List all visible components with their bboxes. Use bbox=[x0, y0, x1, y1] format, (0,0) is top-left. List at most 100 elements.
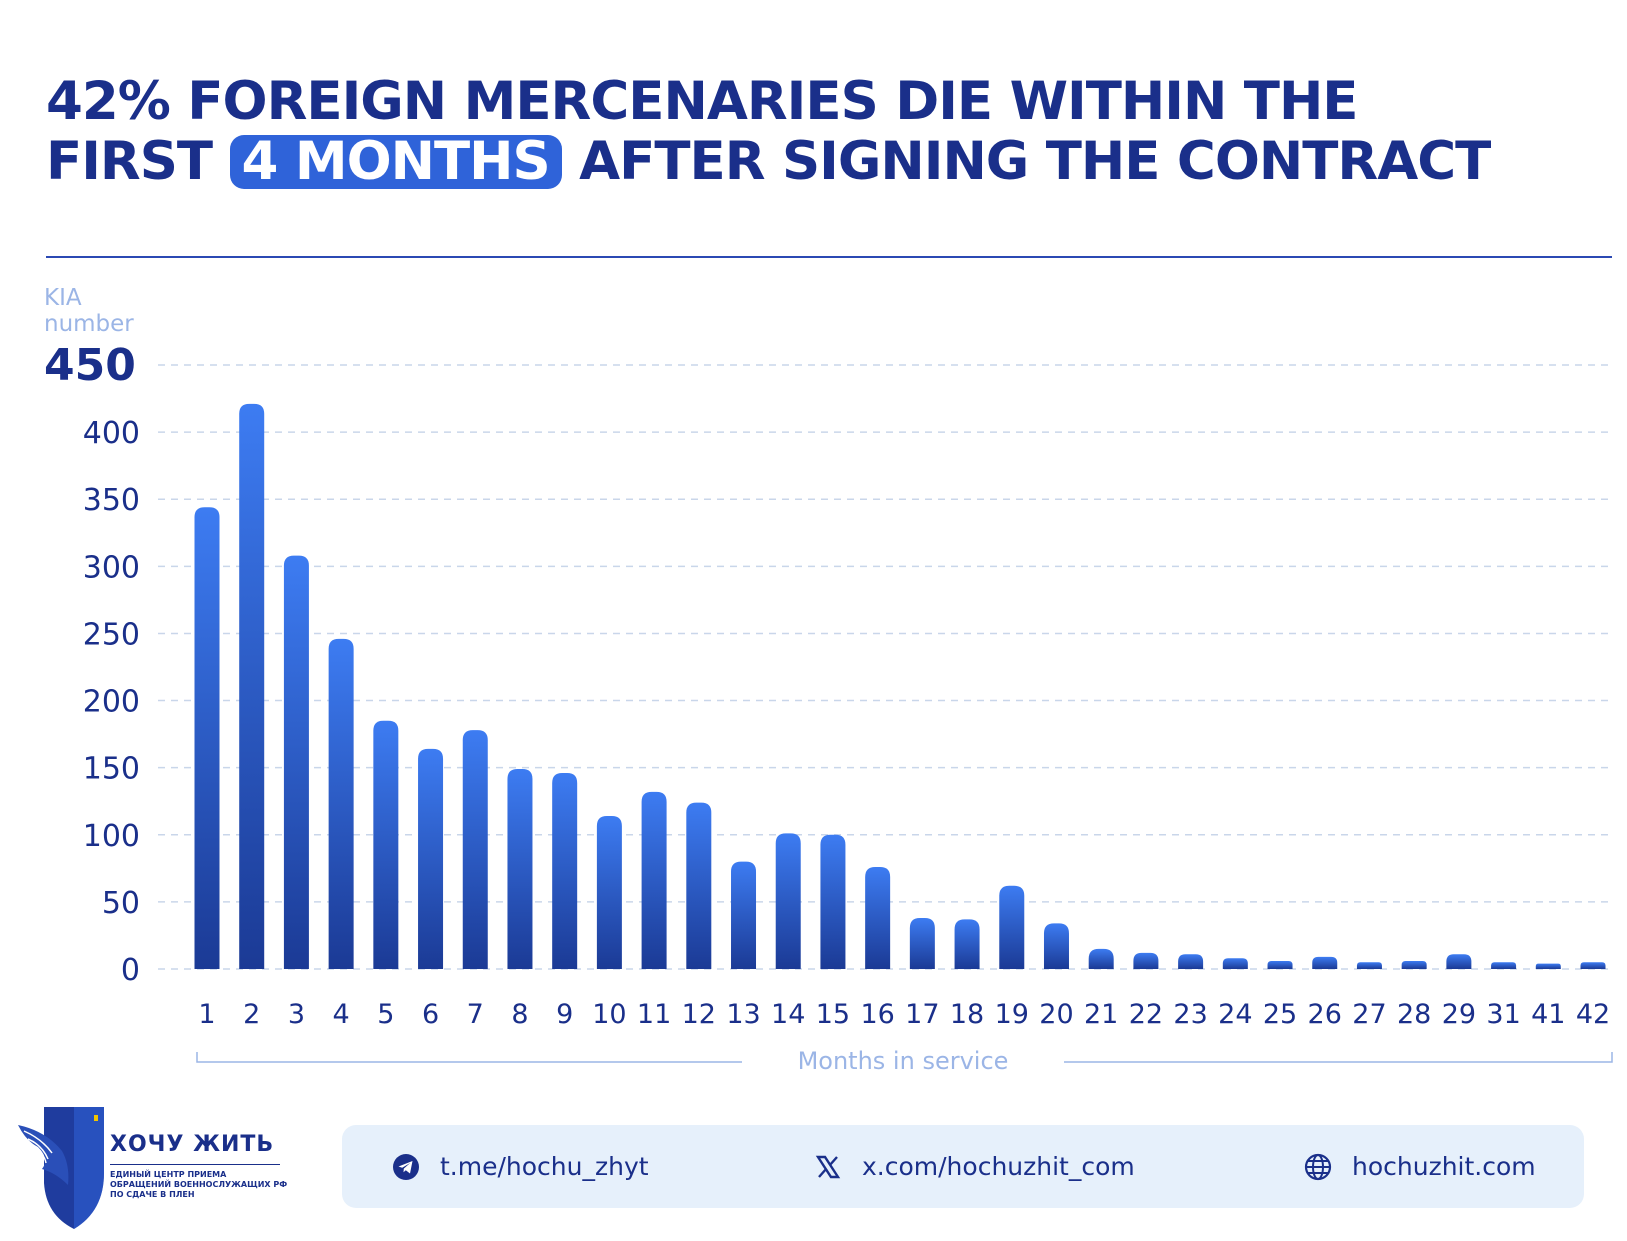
title-line-2-suffix: AFTER SIGNING THE CONTRACT bbox=[579, 131, 1491, 192]
x-tick-label: 42 bbox=[1576, 999, 1610, 1030]
website-link-text: hochuzhit.com bbox=[1352, 1152, 1536, 1181]
x-link[interactable]: x.com/hochuzhit_com bbox=[814, 1125, 1135, 1208]
x-tick-label: 15 bbox=[816, 999, 850, 1030]
telegram-link-text: t.me/hochu_zhyt bbox=[440, 1152, 649, 1181]
x-tick-label: 22 bbox=[1129, 999, 1163, 1030]
brand-logo bbox=[16, 1103, 108, 1237]
x-tick-label: 21 bbox=[1084, 999, 1118, 1030]
x-tick-label: 41 bbox=[1531, 999, 1565, 1030]
bar bbox=[1312, 956, 1338, 969]
x-tick-label: 29 bbox=[1442, 999, 1476, 1030]
telegram-link[interactable]: t.me/hochu_zhyt bbox=[392, 1125, 649, 1208]
x-tick-label: 31 bbox=[1486, 999, 1520, 1030]
x-tick-label: 28 bbox=[1397, 999, 1431, 1030]
title-divider bbox=[46, 256, 1612, 258]
brand-name: ХОЧУ ЖИТЬ bbox=[110, 1132, 275, 1157]
y-tick-label: 250 bbox=[83, 617, 140, 652]
y-tick-label: 350 bbox=[83, 483, 140, 518]
telegram-icon bbox=[393, 1153, 419, 1180]
x-tick-label: 11 bbox=[637, 999, 671, 1030]
y-axis-ticks: 0 50 100 150 200 250 300 350 400 450 bbox=[44, 340, 140, 988]
website-link[interactable]: hochuzhit.com bbox=[1304, 1125, 1536, 1208]
x-tick-label: 12 bbox=[682, 999, 716, 1030]
x-tick-label: 13 bbox=[726, 999, 760, 1030]
x-tick-label: 25 bbox=[1263, 999, 1297, 1030]
x-tick-label: 9 bbox=[556, 999, 573, 1030]
bar bbox=[999, 885, 1025, 969]
bar bbox=[596, 815, 622, 969]
x-tick-label: 3 bbox=[288, 999, 305, 1030]
bar bbox=[328, 638, 354, 969]
x-tick-label: 20 bbox=[1039, 999, 1073, 1030]
y-tick-label: 100 bbox=[83, 819, 140, 854]
x-axis-label: Months in service bbox=[798, 1047, 1009, 1075]
bar bbox=[820, 834, 846, 969]
y-tick-label: 50 bbox=[102, 886, 140, 921]
y-tick-label: 300 bbox=[83, 550, 140, 585]
bar bbox=[686, 802, 712, 969]
y-axis-label-line-1: KIA bbox=[44, 285, 82, 311]
title-highlight: 4 MONTHS bbox=[229, 135, 562, 189]
x-tick-label: 24 bbox=[1218, 999, 1252, 1030]
bar bbox=[194, 507, 220, 969]
y-tick-label: 200 bbox=[83, 685, 140, 720]
x-tick-label: 1 bbox=[198, 999, 215, 1030]
brand-divider bbox=[110, 1164, 280, 1165]
x-link-text: x.com/hochuzhit_com bbox=[862, 1152, 1135, 1181]
bar bbox=[1580, 962, 1606, 969]
y-tick-label: 150 bbox=[83, 752, 140, 787]
x-tick-label: 8 bbox=[511, 999, 528, 1030]
x-tick-label: 17 bbox=[905, 999, 939, 1030]
bar bbox=[909, 917, 935, 969]
x-tick-label: 10 bbox=[592, 999, 626, 1030]
x-tick-label: 26 bbox=[1308, 999, 1342, 1030]
x-tick-label: 7 bbox=[467, 999, 484, 1030]
bar bbox=[418, 748, 444, 969]
contact-links-bar: t.me/hochu_zhyt x.com/hochuzhit_com hoch… bbox=[342, 1125, 1584, 1208]
bar bbox=[507, 769, 533, 969]
x-tick-label: 23 bbox=[1173, 999, 1207, 1030]
x-tick-label: 27 bbox=[1352, 999, 1386, 1030]
globe-icon bbox=[1304, 1153, 1332, 1180]
x-tick-label: 2 bbox=[243, 999, 260, 1030]
x-axis-ticks: 1 2 3 4 5 6 7 8 9 10 11 12 13 14 15 16 17 18 19 20 21 22 23 24 2… bbox=[198, 999, 1610, 1030]
x-axis-bracket bbox=[196, 1052, 1613, 1063]
bar bbox=[1491, 962, 1517, 969]
bar bbox=[1446, 954, 1472, 969]
y-axis-label-line-2: number bbox=[44, 311, 134, 337]
x-tick-label: 4 bbox=[333, 999, 350, 1030]
title-line-2-prefix: FIRST bbox=[46, 131, 213, 192]
x-tick-label: 16 bbox=[860, 999, 894, 1030]
bar bbox=[1088, 948, 1114, 969]
x-logo-icon bbox=[815, 1155, 841, 1178]
bar bbox=[283, 555, 309, 969]
bar bbox=[239, 403, 265, 969]
bar bbox=[373, 720, 399, 969]
bar bbox=[1043, 923, 1069, 969]
shield-logo-icon bbox=[18, 1107, 104, 1229]
bar-chart: KIA number 0 50 100 150 200 250 300 350 400 450 1… bbox=[44, 285, 1613, 1075]
bar bbox=[641, 791, 667, 969]
y-tick-label: 400 bbox=[83, 416, 140, 451]
bar bbox=[1222, 958, 1248, 969]
bar bbox=[731, 861, 757, 969]
title-line-1: 42% FOREIGN MERCENARIES DIE WITHIN THE bbox=[46, 71, 1359, 132]
x-tick-label: 19 bbox=[995, 999, 1029, 1030]
bar bbox=[1356, 962, 1382, 969]
x-tick-label: 18 bbox=[950, 999, 984, 1030]
bar bbox=[954, 919, 980, 969]
y-tick-label: 0 bbox=[121, 953, 140, 988]
bars bbox=[194, 403, 1606, 969]
bar bbox=[1401, 960, 1427, 969]
bar bbox=[1133, 952, 1159, 969]
y-tick-label: 450 bbox=[44, 340, 136, 391]
x-tick-label: 14 bbox=[771, 999, 805, 1030]
x-tick-label: 5 bbox=[377, 999, 394, 1030]
x-tick-label: 6 bbox=[422, 999, 439, 1030]
bar bbox=[1267, 960, 1293, 969]
chart-title: 42% FOREIGN MERCENARIES DIE WITHIN THE F… bbox=[46, 72, 1586, 192]
bar bbox=[1535, 963, 1561, 969]
bar bbox=[775, 833, 801, 969]
bar bbox=[1178, 954, 1204, 969]
brand-subtitle: ЕДИНЫЙ ЦЕНТР ПРИЕМА ОБРАЩЕНИЙ ВОЕННОСЛУЖ… bbox=[110, 1170, 288, 1199]
